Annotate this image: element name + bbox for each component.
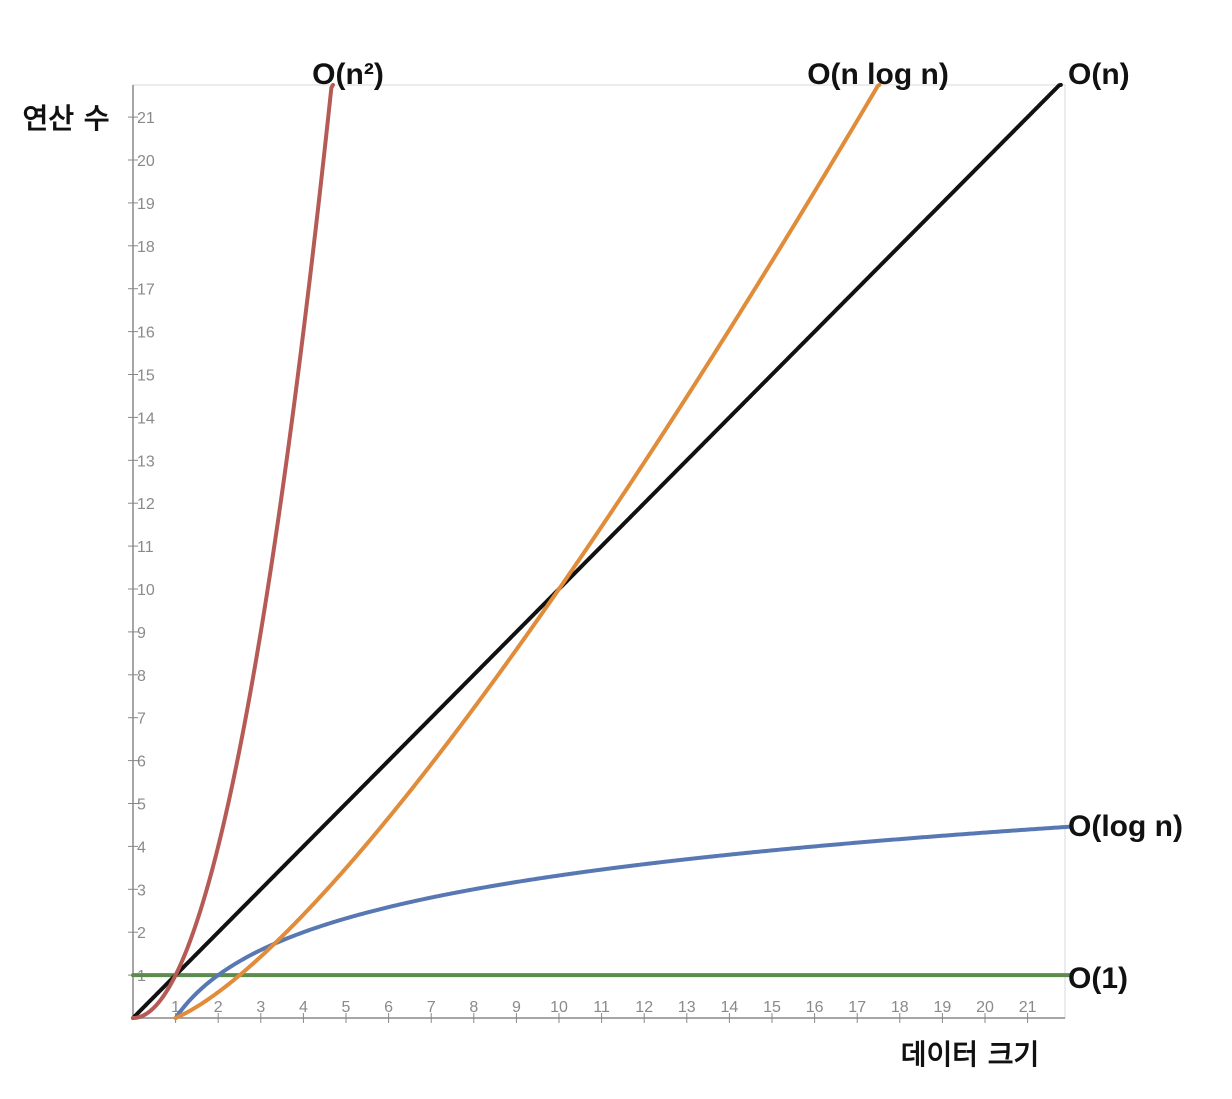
y-tick-label: 13 [137, 453, 155, 470]
series-label-o-log-n: O(log n) [1068, 810, 1183, 843]
series-line-o-log-n [173, 824, 1073, 1020]
x-tick-label: 7 [427, 999, 436, 1016]
x-tick-label: 4 [299, 999, 308, 1016]
y-tick-label: 19 [137, 196, 155, 213]
y-tick-label: 8 [137, 668, 146, 685]
x-tick-label: 6 [384, 999, 393, 1016]
x-tick-label: 11 [593, 999, 610, 1016]
y-tick-label: 16 [137, 325, 155, 342]
x-tick-label: 12 [635, 999, 653, 1016]
x-tick-label: 10 [550, 999, 568, 1016]
series-label-o-1: O(1) [1068, 962, 1128, 995]
series-labels: O(1) O(log n) O(n) O(n log n) O(n²) [312, 58, 1183, 995]
x-tick-label: 15 [763, 999, 781, 1016]
series-line-o-n [131, 82, 1063, 1020]
x-tick-label: 3 [256, 999, 265, 1016]
y-tick-label: 9 [137, 625, 146, 642]
y-tick-label: 18 [137, 239, 155, 256]
x-tick-label: 13 [678, 999, 696, 1016]
y-tick-label: 10 [137, 582, 155, 599]
x-tick-label: 8 [469, 999, 478, 1016]
series-label-o-n-squared: O(n²) [312, 58, 384, 91]
series-lines [131, 82, 1073, 1020]
y-tick-label: 2 [137, 925, 146, 942]
y-tick-label: 4 [137, 839, 146, 856]
x-tick-label: 1 [171, 999, 180, 1016]
y-tick-label: 17 [137, 282, 155, 299]
x-tick-label: 21 [1019, 999, 1037, 1016]
y-tick-label: 7 [137, 711, 146, 728]
x-tick-label: 14 [721, 999, 739, 1016]
y-tick-label: 21 [137, 110, 155, 127]
x-tick-label: 16 [806, 999, 824, 1016]
x-tick-label: 2 [214, 999, 223, 1016]
series-line-o-n-squared [131, 82, 335, 1020]
y-tick-label: 6 [137, 754, 146, 771]
y-tick-label: 14 [137, 410, 155, 427]
y-tick-label: 12 [137, 496, 155, 513]
x-tick-label: 17 [848, 999, 866, 1016]
x-axis-title: 데이터 크기 [901, 1038, 1040, 1071]
series-line-o-n-log-n [173, 82, 882, 1020]
series-label-o-n-log-n: O(n log n) [807, 58, 949, 91]
x-tick-label: 19 [934, 999, 952, 1016]
x-tick-label: 9 [512, 999, 521, 1016]
axis-ticks: 1 2 3 4 5 6 7 8 9 10 11 12 13 14 15 16 17 18 19 20 211234567… [128, 110, 1037, 1023]
y-tick-label: 20 [137, 153, 155, 170]
x-tick-label: 5 [342, 999, 351, 1016]
x-tick-label: 20 [976, 999, 994, 1016]
y-tick-label: 5 [137, 797, 146, 814]
x-tick-label: 18 [891, 999, 909, 1016]
y-tick-label: 11 [137, 539, 154, 556]
y-tick-label: 15 [137, 368, 155, 385]
y-tick-label: 3 [137, 882, 146, 899]
series-label-o-n: O(n) [1068, 58, 1130, 91]
y-axis-title: 연산 수 [22, 102, 109, 135]
